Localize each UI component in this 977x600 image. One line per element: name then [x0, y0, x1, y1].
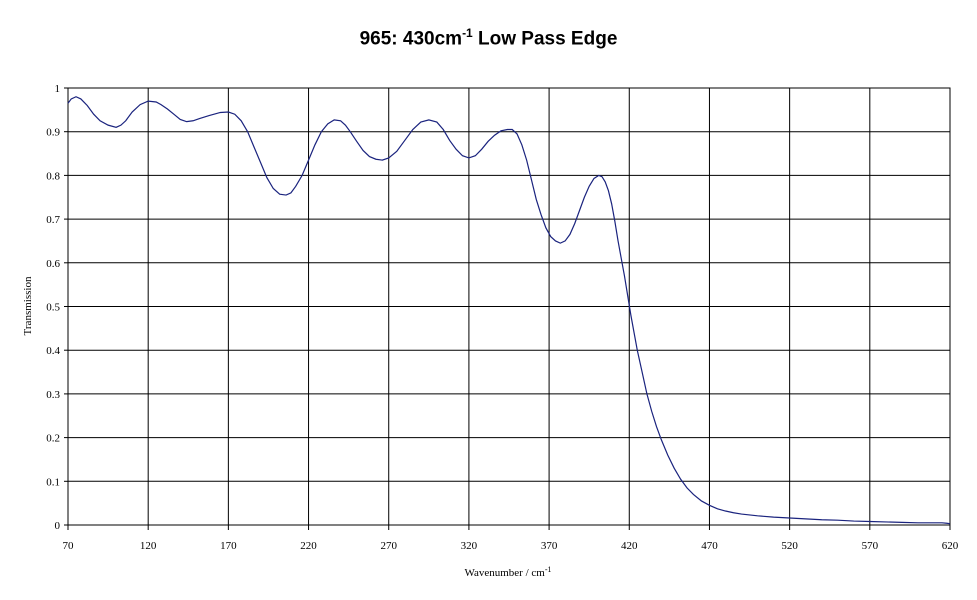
x-tick-label: 220 — [300, 540, 317, 552]
x-tick-label: 120 — [140, 540, 157, 552]
y-tick-label: 0 — [55, 520, 61, 532]
y-tick-label: 0.7 — [46, 214, 60, 226]
y-tick-label: 0.9 — [46, 127, 60, 139]
chart-title: 965: 430cm-1 Low Pass Edge — [359, 26, 618, 50]
x-tick-label: 420 — [621, 540, 638, 552]
x-tick-label: 520 — [781, 540, 798, 552]
x-tick-label: 320 — [461, 540, 478, 552]
x-axis-title: Wavenumber / cm-1 — [464, 565, 551, 579]
y-tick-label: 0.8 — [46, 170, 60, 182]
y-tick-label: 0.2 — [46, 433, 60, 445]
y-tick-label: 0.5 — [46, 302, 60, 314]
x-tick-label: 270 — [380, 540, 397, 552]
y-tick-label: 1 — [55, 83, 61, 95]
plot-border — [67, 87, 951, 526]
y-axis-ticks: 0 0.1 0.2 0.3 0.4 0.5 0.6 0.7 0.8 0.9 1 — [46, 83, 68, 532]
x-axis-ticks: 70 120 170 220 270 320 370 420 470 520 570 620 — [63, 525, 959, 552]
x-tick-label: 370 — [541, 540, 558, 552]
x-tick-label: 470 — [701, 540, 718, 552]
x-tick-label: 570 — [862, 540, 879, 552]
x-tick-label: 70 — [63, 540, 75, 552]
y-tick-label: 0.3 — [46, 389, 60, 401]
y-tick-label: 0.4 — [46, 345, 60, 357]
series-line-transmission — [67, 96, 951, 525]
y-tick-label: 0.1 — [46, 476, 60, 488]
y-tick-label: 0.6 — [46, 258, 60, 270]
x-tick-label: 620 — [942, 540, 959, 552]
y-axis-title: Transmission — [22, 276, 34, 335]
x-tick-label: 170 — [220, 540, 237, 552]
